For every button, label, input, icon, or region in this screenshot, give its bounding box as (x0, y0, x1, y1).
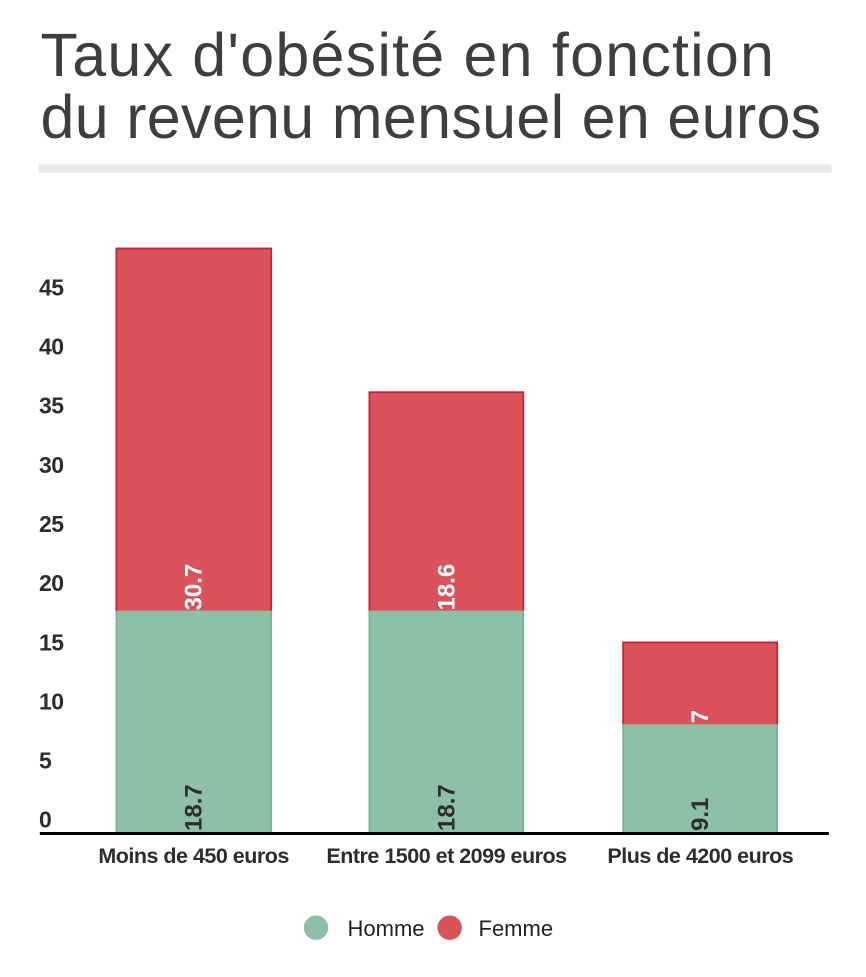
svg-text:du revenu mensuel en euros: du revenu mensuel en euros (41, 83, 822, 151)
svg-text:18.7: 18.7 (181, 784, 208, 831)
svg-text:20: 20 (39, 570, 64, 596)
svg-text:Moins de 450 euros: Moins de 450 euros (98, 844, 289, 868)
svg-text:30.7: 30.7 (181, 564, 208, 611)
svg-text:18.6: 18.6 (433, 564, 460, 611)
svg-text:0: 0 (39, 807, 51, 833)
svg-text:5: 5 (39, 748, 52, 774)
svg-text:40: 40 (39, 334, 64, 360)
svg-text:30: 30 (39, 452, 64, 478)
svg-text:9.1: 9.1 (687, 798, 714, 831)
svg-text:7: 7 (687, 710, 714, 723)
svg-text:Taux d'obésité en fonction: Taux d'obésité en fonction (41, 21, 776, 89)
svg-text:25: 25 (39, 511, 64, 537)
svg-text:Plus de 4200 euros: Plus de 4200 euros (607, 844, 793, 868)
svg-text:Femme: Femme (479, 916, 554, 941)
svg-text:35: 35 (39, 393, 64, 419)
svg-text:10: 10 (39, 688, 64, 714)
svg-text:18.7: 18.7 (433, 784, 460, 831)
svg-text:45: 45 (39, 274, 64, 300)
svg-text:Entre 1500 et 2099 euros: Entre 1500 et 2099 euros (326, 844, 567, 868)
svg-text:Homme: Homme (348, 916, 425, 941)
svg-text:15: 15 (39, 629, 64, 655)
